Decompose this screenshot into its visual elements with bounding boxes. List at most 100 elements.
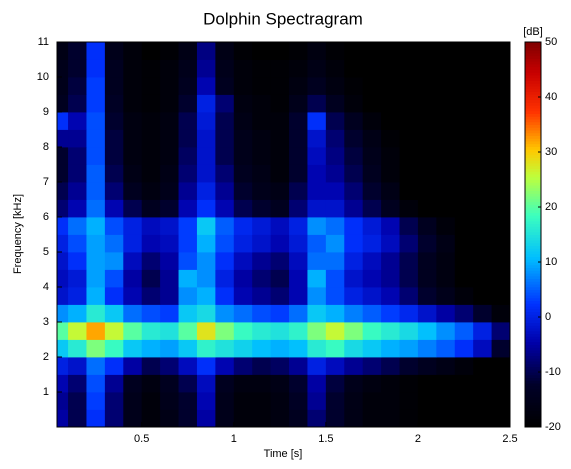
cell (86, 287, 106, 305)
colorbar-segment (525, 94, 541, 98)
cell (417, 392, 437, 410)
colorbar-segment (525, 102, 541, 106)
cell (141, 94, 161, 113)
cell (454, 94, 474, 113)
cell (362, 234, 382, 253)
cell (289, 129, 308, 148)
cell (473, 252, 492, 270)
cell (491, 182, 511, 200)
cell (178, 322, 198, 340)
cell (399, 322, 419, 340)
cell (289, 409, 308, 428)
cell (233, 59, 253, 78)
cell (215, 217, 235, 235)
cell (141, 59, 161, 78)
colorbar-segment (525, 237, 541, 241)
cell (270, 252, 290, 270)
cell (252, 77, 272, 95)
cell (141, 392, 161, 410)
cell (104, 129, 124, 148)
cell (344, 269, 364, 288)
cell (141, 409, 161, 428)
cell (362, 322, 382, 340)
cell (57, 304, 69, 323)
cell (362, 357, 382, 375)
colorbar-segment (525, 149, 541, 153)
cell (215, 234, 235, 253)
cell (215, 112, 235, 130)
colorbar-segment (525, 119, 541, 123)
cell (215, 77, 235, 95)
cell (86, 304, 106, 323)
cell (123, 59, 143, 78)
cell (215, 59, 235, 78)
cell (436, 357, 456, 375)
cell (454, 269, 474, 288)
colorbar-segment (525, 262, 541, 266)
cell (252, 234, 272, 253)
cell (215, 339, 235, 358)
cell (307, 339, 327, 358)
cell (252, 322, 272, 340)
cell (436, 392, 456, 410)
cell (86, 322, 106, 340)
cell (270, 77, 290, 95)
cell (57, 164, 69, 183)
cell (454, 59, 474, 78)
cell (270, 94, 290, 113)
cell (454, 287, 474, 305)
cell (86, 392, 106, 410)
cell (325, 112, 345, 130)
colorbar-segment (525, 333, 541, 337)
cell (160, 77, 179, 95)
cell (344, 234, 364, 253)
cell (454, 252, 474, 270)
colorbar-segment (525, 374, 541, 378)
colorbar-segment (525, 204, 541, 208)
cell (252, 59, 272, 78)
x-tick-label: 2 (415, 433, 421, 445)
cell (104, 357, 124, 375)
colorbar-segment (525, 61, 541, 65)
cell (325, 409, 345, 428)
cell (68, 392, 87, 410)
cell (57, 147, 69, 165)
colorbar-tick-label: -20 (545, 421, 561, 433)
cell (123, 94, 143, 113)
cell (325, 234, 345, 253)
cell (454, 129, 474, 148)
cell (325, 42, 345, 60)
colorbar-segment (525, 53, 541, 57)
colorbar-tick-label: 50 (545, 36, 557, 48)
colorbar-frame (524, 41, 542, 428)
colorbar-tick-label: -10 (545, 366, 561, 378)
cell (473, 42, 492, 60)
cell (104, 392, 124, 410)
cell (252, 164, 272, 183)
cell (252, 147, 272, 165)
cell (215, 374, 235, 393)
cell (325, 339, 345, 358)
cell (325, 392, 345, 410)
cell (362, 164, 382, 183)
cell (160, 252, 179, 270)
cell (233, 339, 253, 358)
colorbar-segment (525, 176, 541, 180)
cell (362, 42, 382, 60)
x-tick-label: 2.5 (502, 433, 517, 445)
cell (362, 147, 382, 165)
cell (215, 269, 235, 288)
cell (381, 392, 400, 410)
cell (57, 94, 69, 113)
cell (436, 147, 456, 165)
y-tick-label: 4 (43, 281, 49, 293)
cell (399, 42, 419, 60)
cell (270, 129, 290, 148)
y-tick-label: 6 (43, 211, 49, 223)
cell (252, 287, 272, 305)
colorbar-segment (525, 55, 541, 59)
cell (325, 94, 345, 113)
x-tick-label: 0.5 (134, 433, 149, 445)
colorbar-segment (525, 72, 541, 76)
cell (270, 269, 290, 288)
